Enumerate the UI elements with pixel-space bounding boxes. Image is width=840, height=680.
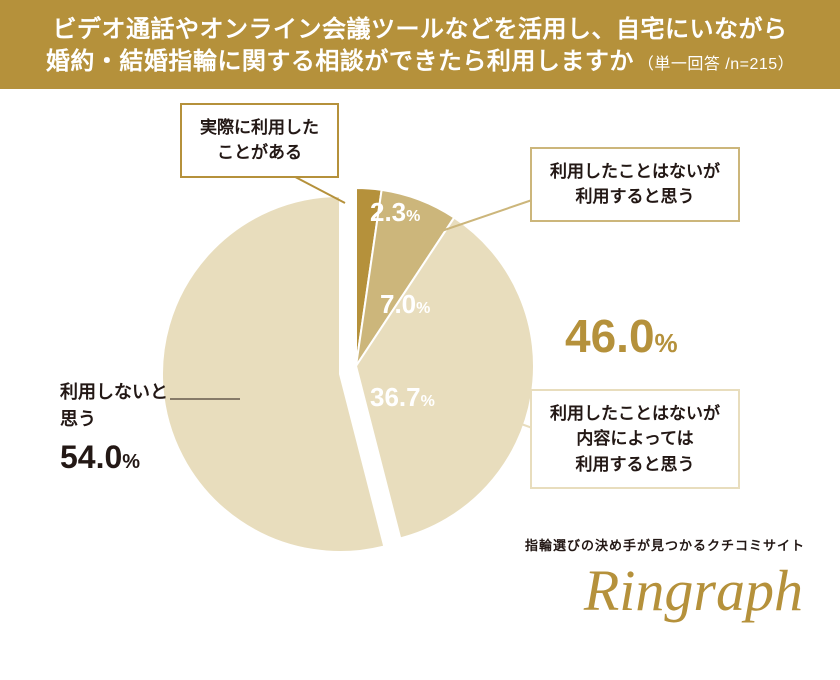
pct-value: 2.3 [370,197,406,227]
pct-suffix: % [406,208,420,225]
group-pct-suffix: % [655,328,678,358]
callout-would-use: 利用したことはないが 利用すると思う [530,147,740,222]
pct-suffix: % [416,300,430,317]
callout-line: 利用すると思う [550,184,720,210]
pct-value: 36.7 [370,382,421,412]
callout-line: ことがある [200,140,319,166]
svg-text:Ringraph: Ringraph [583,558,803,623]
chart-title-bar: ビデオ通話やオンライン会議ツールなどを活用し、自宅にいながら 婚約・結婚指輪に関… [0,0,840,89]
callout-line: 利用すると思う [550,452,720,478]
pct-value: 7.0 [380,289,416,319]
callout-line: 利用したことはないが [550,401,720,427]
left-pct-value: 54.0 [60,439,122,475]
callout-line: 内容によっては [550,426,720,452]
slice-pct-2: 7.0% [380,289,430,320]
logo-tagline: 指輪選びの決め手が見つかるクチコミサイト [525,535,805,554]
callout-depends: 利用したことはないが 内容によっては 利用すると思う [530,389,740,490]
chart-area: 実際に利用した ことがある 利用したことはないが 利用すると思う 利用したことは… [0,89,840,649]
left-pct-suffix: % [122,451,140,473]
brand-logo: 指輪選びの決め手が見つかるクチコミサイト Ringraph [525,535,805,629]
ringraph-logo-icon: Ringraph [545,554,805,624]
pie-slice [162,196,384,552]
slice-pct-1: 2.3% [370,197,420,228]
title-line-2-wrap: 婚約・結婚指輪に関する相談ができたら利用しますか （単一回答 /n=215） [10,46,830,78]
left-slice-label: 利用しないと 思う 54.0% [60,379,168,481]
callout-line: 実際に利用した [200,115,319,141]
left-label-line2: 思う [60,409,96,429]
title-line-1: ビデオ通話やオンライン会議ツールなどを活用し、自宅にいながら [10,14,830,46]
pct-suffix: % [421,393,435,410]
callout-line: 利用したことはないが [550,159,720,185]
left-label-line1: 利用しないと [60,382,168,402]
title-line-2: 婚約・結婚指輪に関する相談ができたら利用しますか [46,46,634,78]
group-total-pct: 46.0% [565,309,678,363]
title-note: （単一回答 /n=215） [638,50,794,74]
group-pct-value: 46.0 [565,310,655,362]
slice-pct-3: 36.7% [370,382,435,413]
pie-chart [150,184,550,584]
callout-have-used: 実際に利用した ことがある [180,103,339,178]
